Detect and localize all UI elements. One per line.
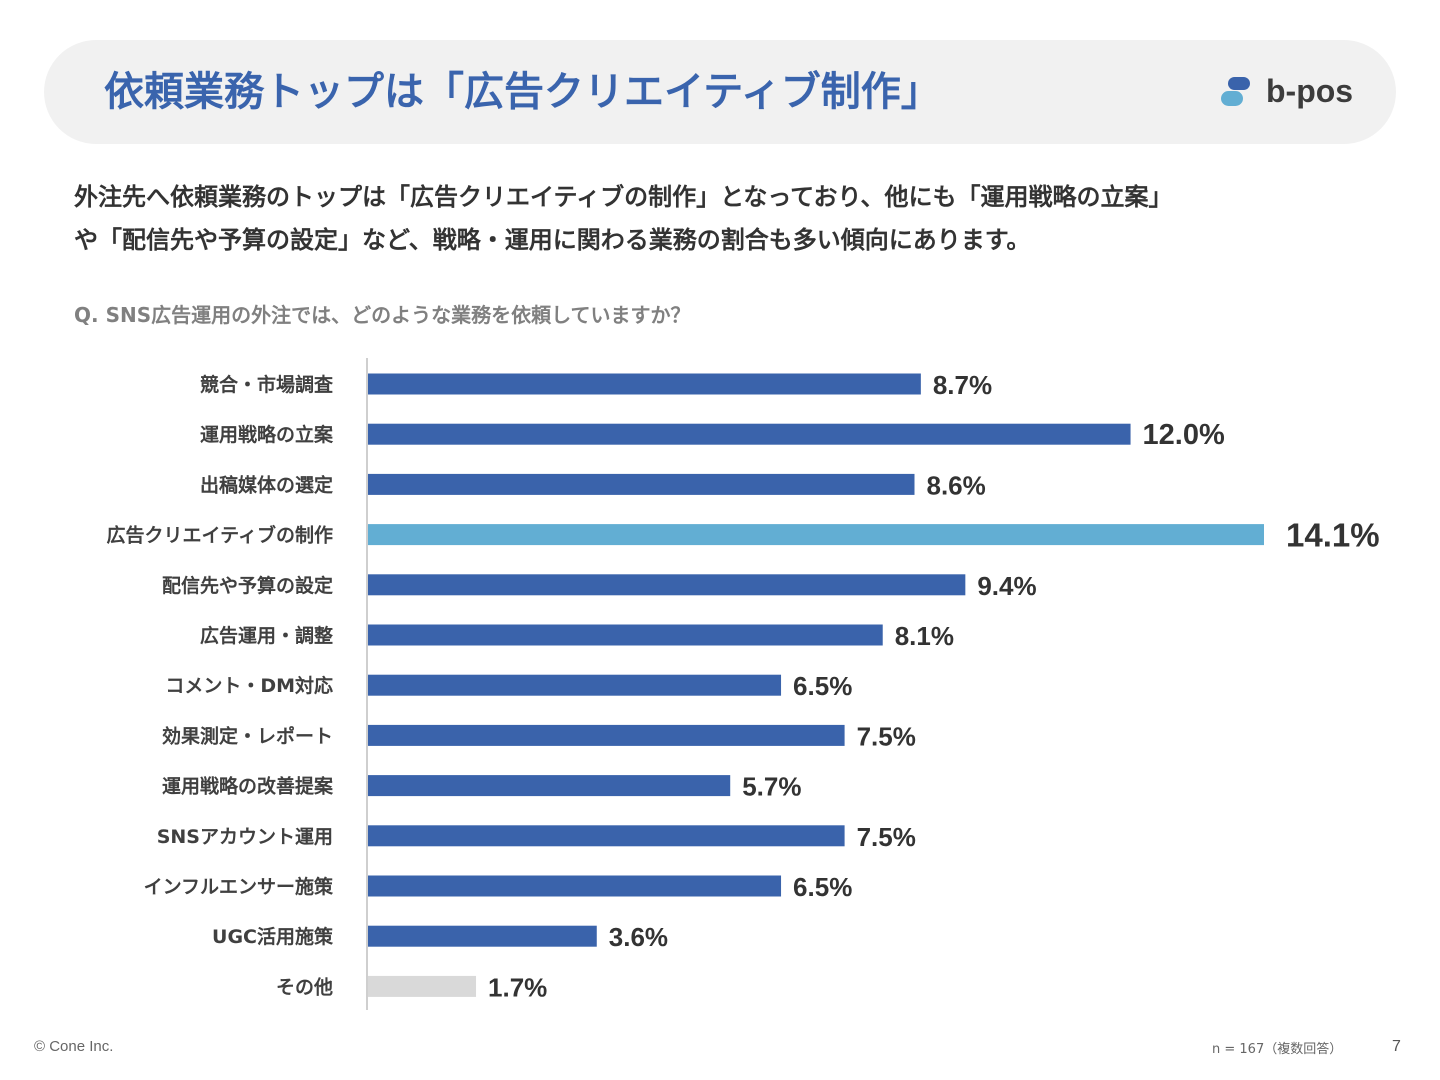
bar-chart: 競合・市場調査 8.7% 運用戦略の立案 12.0% 出稿媒体の選定 8.6% 広告クリエイ… <box>107 358 1380 1010</box>
sample-size-note: n = 167（複数回答） <box>1212 1042 1343 1057</box>
data-label: 8.6% <box>926 470 985 500</box>
bar <box>368 373 921 395</box>
bar <box>368 875 782 897</box>
data-label: 8.7% <box>933 370 992 400</box>
data-label: 14.1% <box>1286 517 1380 554</box>
header-band <box>44 40 1396 144</box>
data-label: 7.5% <box>857 822 916 852</box>
category-label: 配信先や予算の設定 <box>162 574 333 597</box>
category-label: 運用戦略の立案 <box>200 423 334 446</box>
bar <box>368 724 845 746</box>
copyright: © Cone Inc. <box>34 1038 114 1055</box>
data-label: 6.5% <box>793 872 852 902</box>
data-label: 9.4% <box>977 571 1036 601</box>
logo-text: b-pos <box>1266 73 1354 109</box>
data-label: 5.7% <box>742 772 801 802</box>
category-label: UGC活用施策 <box>212 925 334 948</box>
bar <box>368 473 915 495</box>
lead-line-1: 外注先へ依頼業務のトップは「広告クリエイティブの制作」となっており、他にも「運用… <box>74 183 1173 211</box>
bar <box>368 624 883 646</box>
lead-paragraph: 外注先へ依頼業務のトップは「広告クリエイティブの制作」となっており、他にも「運用… <box>74 176 1394 262</box>
category-label: 効果測定・レポート <box>162 724 333 747</box>
brand-logo: b-pos <box>1220 74 1360 110</box>
data-label: 12.0% <box>1143 419 1225 451</box>
category-label: 運用戦略の改善提案 <box>162 775 334 798</box>
category-label: SNSアカウント運用 <box>157 826 333 848</box>
bar <box>368 574 966 596</box>
bar <box>368 775 731 797</box>
data-label: 8.1% <box>895 621 954 651</box>
bar <box>368 825 845 847</box>
category-label: その他 <box>276 975 333 998</box>
data-label: 6.5% <box>793 671 852 701</box>
bar <box>368 524 1264 546</box>
data-label: 7.5% <box>857 721 916 751</box>
data-label: 1.7% <box>488 972 547 1002</box>
page-number: 7 <box>1392 1038 1401 1055</box>
bar <box>368 925 597 947</box>
lead-line-2: や「配信先や予算の設定」など、戦略・運用に関わる業務の割合も多い傾向にあります。 <box>74 226 1031 254</box>
b-pos-logo-icon <box>1221 77 1250 106</box>
category-label: インフルエンサー施策 <box>144 875 334 898</box>
category-label: 広告クリエイティブの制作 <box>107 524 333 547</box>
category-label: 出稿媒体の選定 <box>200 473 333 496</box>
page-title: 依頼業務トップは「広告クリエイティブ制作」 <box>104 69 941 115</box>
category-label: 競合・市場調査 <box>200 373 334 396</box>
question-text: Q. SNS広告運用の外注では、どのような業務を依頼していますか？ <box>74 303 691 327</box>
category-label: 広告運用・調整 <box>200 624 333 647</box>
data-label: 3.6% <box>609 922 668 952</box>
category-label: コメント・DM対応 <box>165 674 333 697</box>
bar <box>368 975 477 997</box>
bar <box>368 674 782 696</box>
bar <box>368 423 1131 445</box>
